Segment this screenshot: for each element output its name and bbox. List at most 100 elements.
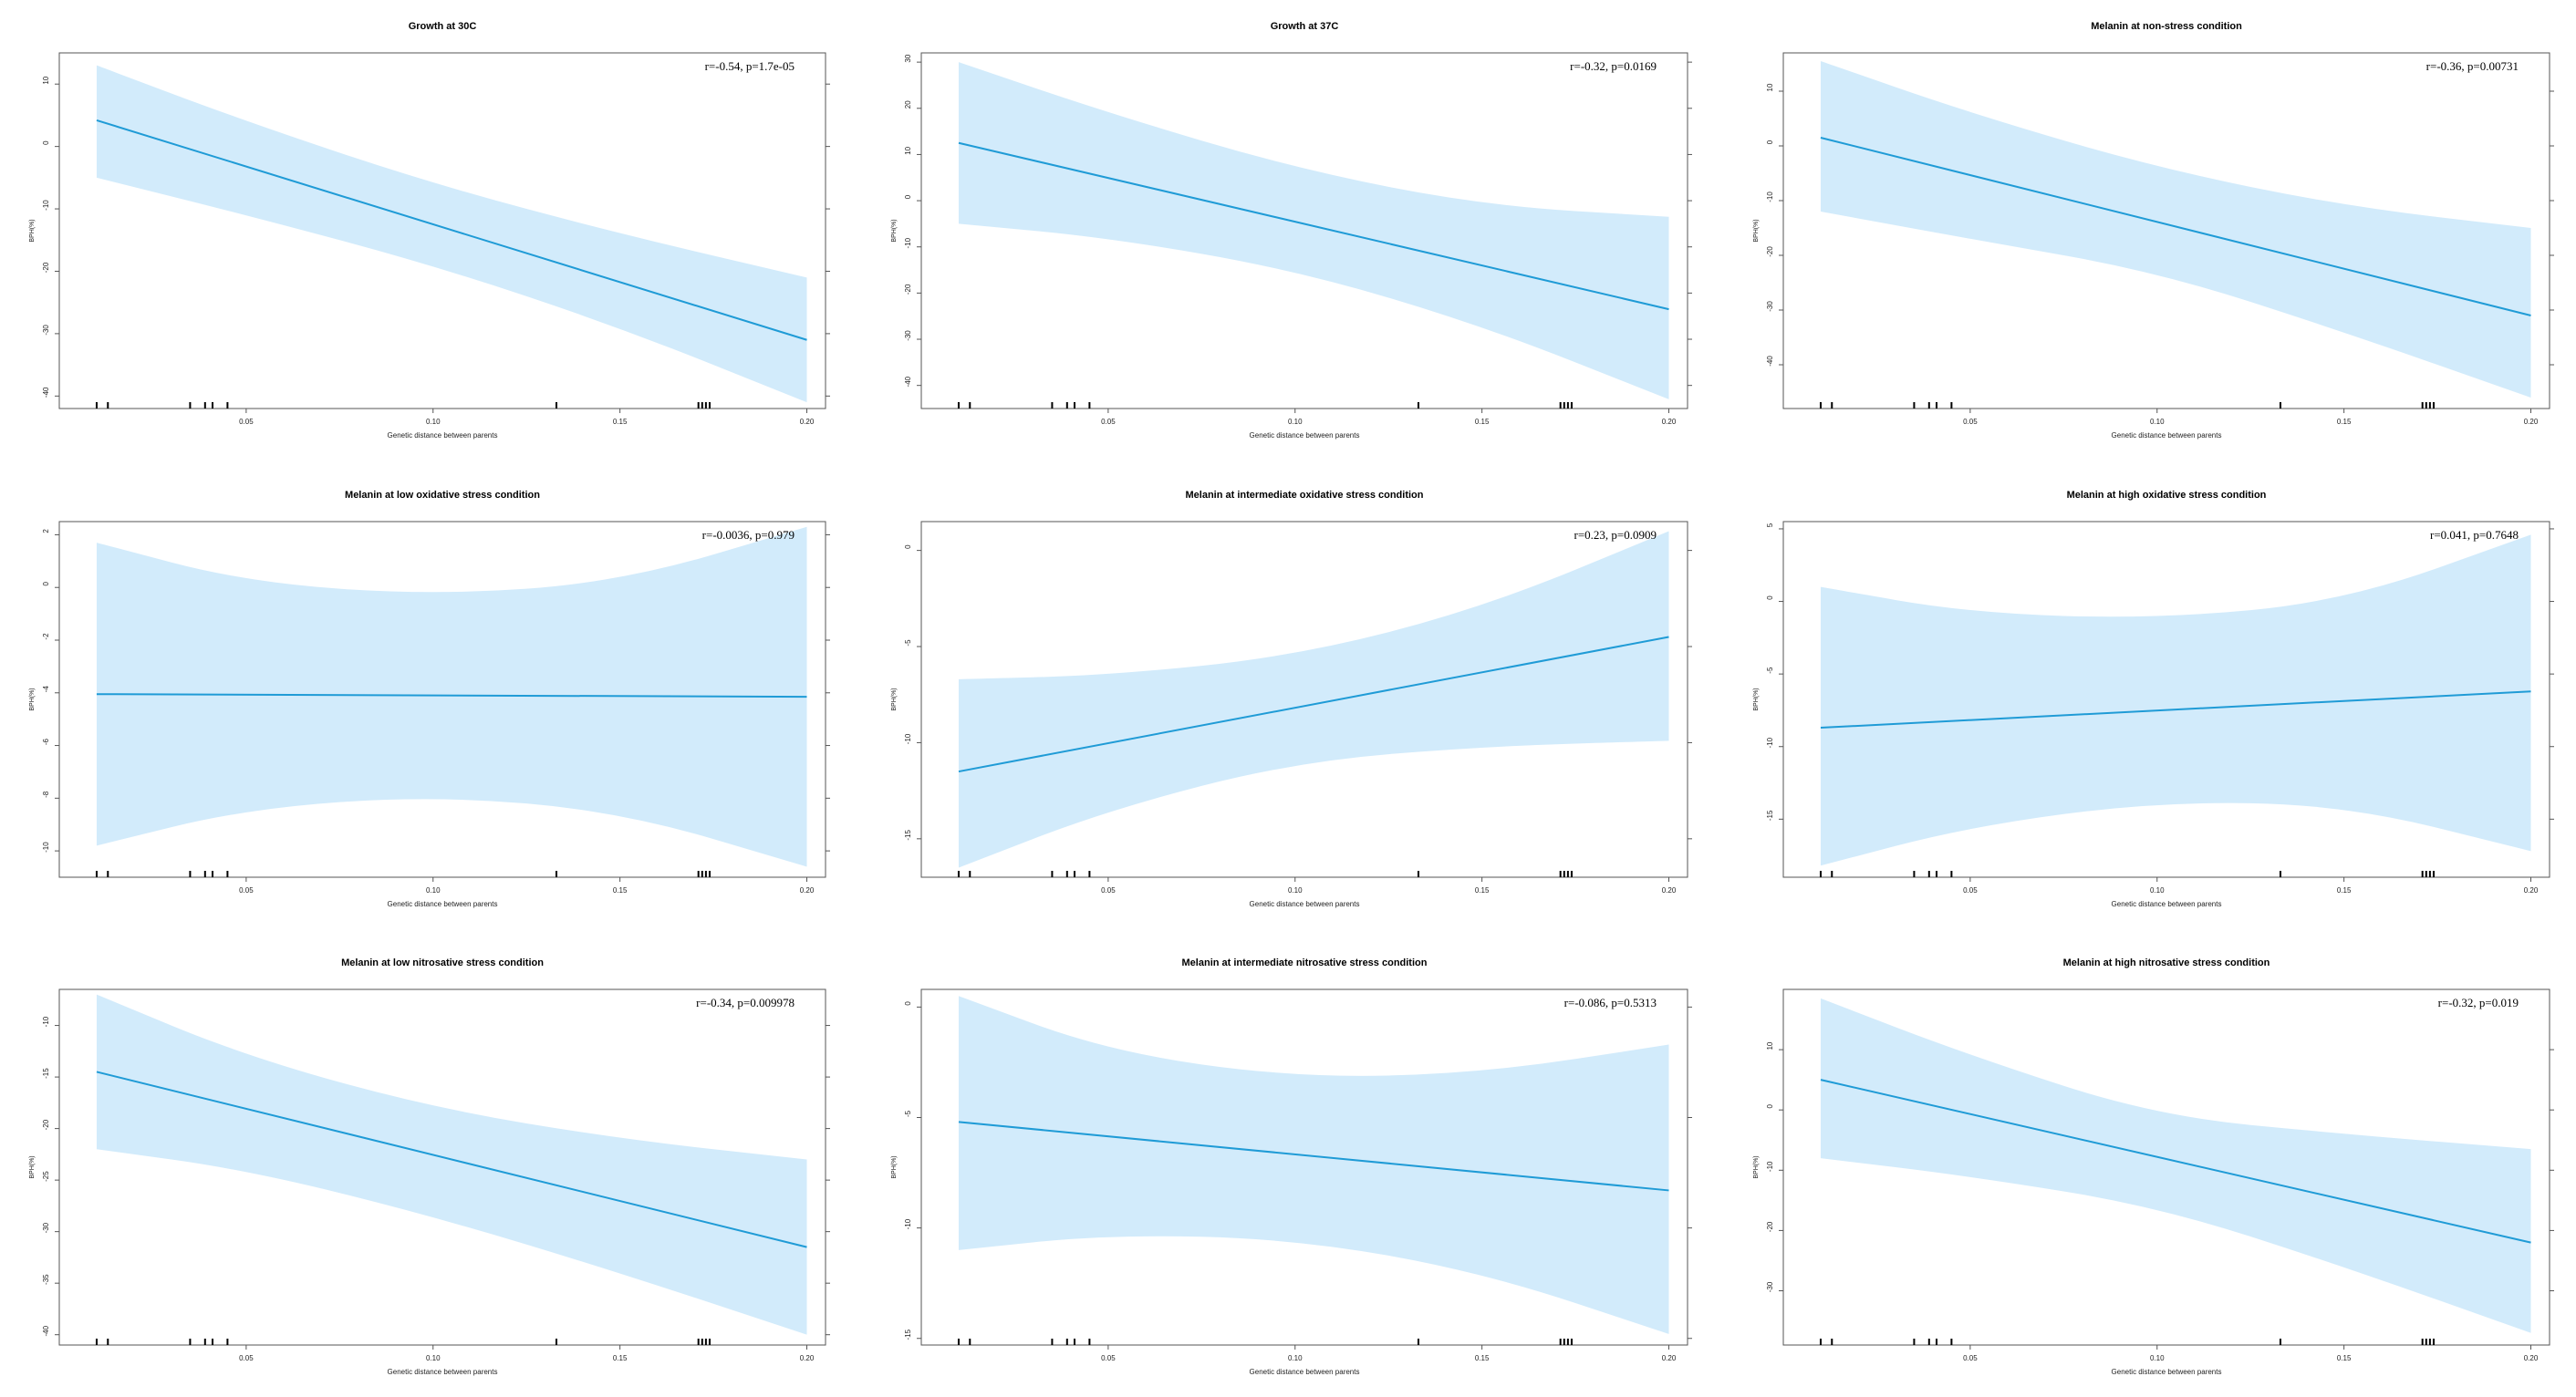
correlation-annotation: r=0.23, p=0.0909: [1574, 528, 1657, 542]
panel-title: Melanin at intermediate nitrosative stre…: [1182, 957, 1428, 968]
x-tick-label: 0.05: [1101, 886, 1116, 895]
panel-7: -10 -15 -20 -25 -30 -35 -40 0.05 0.10 0.15 0.20 Mel…: [29, 957, 830, 1376]
regression-line: [1820, 137, 2531, 316]
y-tick-label: -5: [904, 1110, 912, 1117]
panel-title: Melanin at high nitrosative stress condi…: [2063, 957, 2270, 968]
y-tick-label: -20: [42, 1119, 50, 1130]
x-axis-label: Genetic distance between parents: [1250, 1368, 1360, 1376]
plot-frame: [920, 521, 1688, 878]
y-tick-label: -10: [904, 237, 912, 248]
y-tick-label: -30: [1766, 301, 1774, 312]
x-tick-label: 0.15: [2337, 1354, 2352, 1362]
plot-frame: [1782, 521, 2550, 878]
x-axis-label: Genetic distance between parents: [1250, 431, 1360, 440]
x-axis-label: Genetic distance between parents: [2112, 1368, 2222, 1376]
y-tick-label: 0: [904, 1001, 912, 1006]
y-axis-label: BPH(%): [29, 688, 36, 710]
x-tick-label: 0.20: [800, 886, 815, 895]
y-tick-label: -30: [42, 1222, 50, 1233]
x-tick-label: 0.20: [800, 1354, 815, 1362]
regression-line: [1820, 1079, 2531, 1244]
y-axis-label: BPH(%): [1753, 219, 1760, 242]
panel-title: Melanin at low oxidative stress conditio…: [345, 490, 540, 501]
confidence-band: [958, 996, 1669, 1334]
y-tick-label: 0: [42, 581, 50, 585]
x-tick-label: 0.10: [1288, 1354, 1303, 1362]
panel-title: Growth at 30C: [409, 21, 477, 32]
correlation-annotation: r=-0.32, p=0.019: [2438, 996, 2519, 1009]
y-tick-label: -35: [42, 1274, 50, 1285]
y-tick-label: -40: [42, 1325, 50, 1336]
x-tick-label: 0.05: [1963, 418, 1978, 426]
confidence-band: [1820, 998, 2531, 1333]
x-axis-label: Genetic distance between parents: [388, 1368, 498, 1376]
plot-frame: [58, 52, 826, 409]
panel-3: 10 0 -10 -20 -30 -40 0.05 0.10 0.15 0.20 Melanin a…: [1753, 21, 2554, 440]
panel-9: 10 0 -10 -20 -30 0.05 0.10 0.15 0.20 Melanin at h…: [1753, 957, 2554, 1376]
confidence-band: [1820, 534, 2531, 866]
y-tick-label: -15: [904, 830, 912, 841]
x-tick-label: 0.10: [2150, 418, 2165, 426]
x-tick-label: 0.05: [239, 1354, 254, 1362]
x-tick-label: 0.15: [613, 886, 628, 895]
regression-line: [96, 1071, 807, 1248]
panel-2: 30 20 10 0 -10 -20 -30 -40 0.05 0.10 0.15 0.20 Growt…: [891, 21, 1692, 440]
y-tick-label: -15: [42, 1068, 50, 1079]
x-tick-label: 0.10: [426, 1354, 441, 1362]
y-axis-label: BPH(%): [29, 219, 36, 242]
x-tick-label: 0.10: [1288, 886, 1303, 895]
y-axis-label: BPH(%): [891, 219, 898, 242]
x-tick-label: 0.05: [1101, 418, 1116, 426]
panel-title: Melanin at intermediate oxidative stress…: [1185, 490, 1423, 501]
correlation-annotation: r=-0.0036, p=0.979: [702, 528, 795, 542]
x-tick-label: 0.20: [2524, 1354, 2539, 1362]
correlation-annotation: r=-0.32, p=0.0169: [1570, 59, 1657, 73]
panel-6: 5 0 -5 -10 -15 0.05 0.10 0.15 0.20 Melanin at hig…: [1753, 490, 2554, 908]
y-tick-label: 20: [904, 100, 912, 109]
y-tick-label: -4: [42, 686, 50, 693]
x-tick-label: 0.05: [239, 418, 254, 426]
y-axis-label: BPH(%): [891, 688, 898, 710]
x-tick-label: 0.05: [1963, 1354, 1978, 1362]
x-tick-label: 0.20: [1662, 1354, 1677, 1362]
regression-line: [958, 636, 1669, 773]
y-tick-label: 5: [1766, 523, 1774, 527]
y-tick-label: -40: [1766, 356, 1774, 367]
x-tick-label: 0.15: [2337, 886, 2352, 895]
x-tick-label: 0.15: [613, 418, 628, 426]
y-tick-label: -25: [42, 1171, 50, 1182]
y-tick-label: -10: [1766, 1161, 1774, 1172]
y-tick-label: 30: [904, 54, 912, 62]
x-tick-label: 0.20: [800, 418, 815, 426]
panel-5: 0 -5 -10 -15 0.05 0.10 0.15 0.20 Melanin at inte…: [891, 490, 1692, 908]
y-tick-label: -10: [904, 733, 912, 744]
y-tick-label: 0: [1766, 595, 1774, 600]
regression-line: [96, 119, 807, 341]
regression-line: [958, 141, 1669, 311]
x-axis-label: Genetic distance between parents: [388, 431, 498, 440]
y-tick-label: -30: [42, 325, 50, 336]
correlation-annotation: r=-0.36, p=0.00731: [2426, 59, 2519, 73]
correlation-annotation: r=-0.54, p=1.7e-05: [705, 59, 795, 73]
y-tick-label: -30: [1766, 1281, 1774, 1292]
plot-frame: [1782, 988, 2550, 1346]
regression-line: [96, 693, 807, 698]
plot-frame: [58, 988, 826, 1346]
x-tick-label: 0.10: [1288, 418, 1303, 426]
y-tick-label: 10: [42, 76, 50, 84]
plot-frame: [920, 52, 1688, 409]
y-tick-label: -5: [904, 639, 912, 647]
y-tick-label: -15: [904, 1329, 912, 1340]
y-tick-label: -6: [42, 738, 50, 745]
x-tick-label: 0.10: [2150, 1354, 2165, 1362]
y-tick-label: -20: [1766, 1221, 1774, 1232]
y-tick-label: -30: [904, 330, 912, 341]
panel-title: Melanin at non-stress condition: [2091, 21, 2242, 32]
y-tick-label: 0: [904, 194, 912, 199]
plot-frame: [920, 988, 1688, 1346]
panel-4: 2 0 -2 -4 -6 -8 -10 0.05 0.10 0.15 0.20 Melanin at …: [29, 490, 830, 908]
confidence-band: [96, 994, 807, 1335]
y-tick-label: -15: [1766, 810, 1774, 821]
x-tick-label: 0.15: [1475, 1354, 1490, 1362]
